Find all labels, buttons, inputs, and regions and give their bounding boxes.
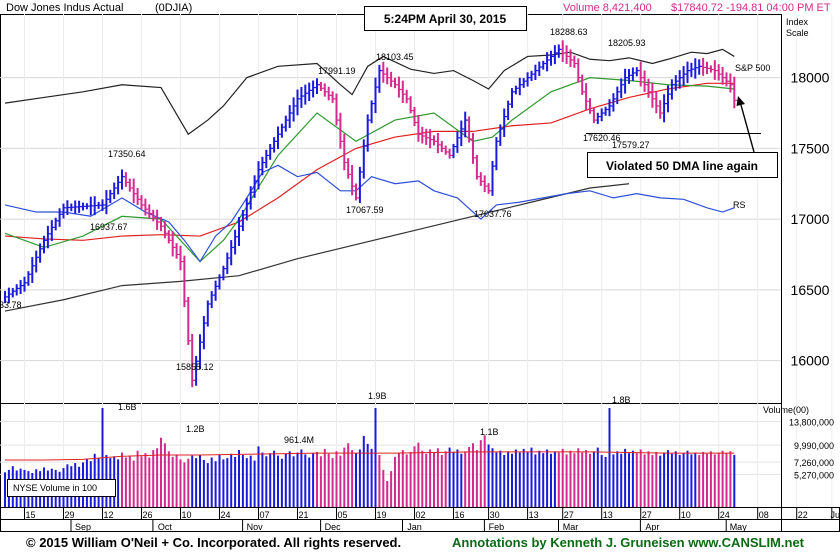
grid-lines bbox=[0, 14, 833, 507]
volume-annotation: 961.4M bbox=[284, 435, 314, 445]
month-label: Nov bbox=[247, 522, 264, 532]
rs-line bbox=[4, 164, 735, 263]
annotations-credit-link[interactable]: Annotations by Kenneth J. Gruneisen www.… bbox=[452, 535, 804, 550]
month-label: Feb bbox=[489, 522, 505, 532]
month-label: Jan bbox=[407, 522, 422, 532]
timestamp-box bbox=[364, 6, 527, 31]
volume-tick-label: 13,800,000 bbox=[789, 418, 834, 428]
price-annotation: 16937.67 bbox=[90, 222, 128, 232]
price-bars bbox=[4, 40, 738, 388]
moving-average-red-line bbox=[4, 82, 735, 241]
day-label: 27 bbox=[564, 510, 574, 520]
day-label: 16 bbox=[454, 510, 464, 520]
footer: © 2015 William O'Neil + Co. Incorporated… bbox=[0, 532, 840, 556]
day-label: 13 bbox=[603, 510, 613, 520]
volume-annotation: 1.9B bbox=[368, 391, 387, 401]
price-annotation: 17579.27 bbox=[612, 140, 650, 150]
month-label: Mar bbox=[563, 522, 579, 532]
stock-chart: 16000 16500 17000 17500 18000 5,270,000 7,260,… bbox=[0, 2, 840, 532]
price-annotation: 17350.64 bbox=[108, 149, 146, 159]
indicator-lines bbox=[4, 48, 735, 312]
copyright-text: © 2015 William O'Neil + Co. Incorporated… bbox=[26, 535, 402, 550]
day-label: 05 bbox=[337, 510, 347, 520]
index-scale-label-2: Scale bbox=[786, 28, 809, 38]
price-annotation: 17991.19 bbox=[318, 66, 356, 76]
price-annotation: 15855.12 bbox=[176, 362, 214, 372]
day-label: 12 bbox=[103, 510, 113, 520]
volume-axis-label: Volume(00) bbox=[763, 405, 809, 415]
price-annotation: 18288.63 bbox=[550, 27, 588, 37]
month-label: Sep bbox=[75, 522, 91, 532]
month-label: Dec bbox=[325, 522, 342, 532]
chart-symbol: (0DJIA) bbox=[155, 2, 192, 14]
day-label: 27 bbox=[642, 510, 652, 520]
day-label: 26 bbox=[142, 510, 152, 520]
day-label: 02 bbox=[415, 510, 425, 520]
volume-legend-text: NYSE Volume in 100 bbox=[13, 483, 97, 493]
chart-title: Dow Jones Indus Actual bbox=[6, 2, 123, 14]
month-label: Apr bbox=[645, 522, 659, 532]
axis-labels: 16000 16500 17000 17500 18000 5,270,000 7,260,… bbox=[0, 70, 840, 532]
day-label: 24 bbox=[220, 510, 230, 520]
volume-annotation: 1.2B bbox=[186, 424, 205, 434]
volume-annotation: 1.6B bbox=[118, 402, 137, 412]
sp500-line bbox=[4, 48, 735, 136]
price-annotation: 18205.93 bbox=[608, 38, 646, 48]
price-tick-label: 16500 bbox=[791, 282, 830, 298]
day-label: 15 bbox=[25, 510, 35, 520]
volume-tick-label: 7,260,000 bbox=[794, 458, 834, 468]
price-annotation: 17620.46 bbox=[583, 133, 621, 143]
price-tick-label: 17000 bbox=[791, 211, 830, 227]
price-readout: $17840.72 -194.81 04:00 PM ET bbox=[671, 2, 831, 14]
price-tick-label: 17500 bbox=[791, 140, 830, 156]
price-annotation: 18103.45 bbox=[376, 52, 414, 62]
volume-bars bbox=[4, 408, 736, 507]
day-label: 08 bbox=[759, 510, 769, 520]
index-scale-label-1: Index bbox=[786, 17, 809, 27]
timestamp-text: 5:24PM April 30, 2015 bbox=[384, 12, 507, 26]
rs-label: RS bbox=[733, 200, 746, 210]
month-label: Oct bbox=[158, 522, 173, 532]
price-annotation: 16333.78 bbox=[0, 300, 22, 310]
volume-tick-label: 9,990,000 bbox=[794, 441, 834, 451]
price-annotation: 17067.59 bbox=[346, 205, 384, 215]
price-tick-label: 18000 bbox=[791, 70, 830, 86]
volume-annotation: 1.1B bbox=[480, 427, 499, 437]
day-label: 24 bbox=[720, 510, 730, 520]
day-label: 19 bbox=[376, 510, 386, 520]
day-label: 21 bbox=[298, 510, 308, 520]
callout-text: Violated 50 DMA line again bbox=[606, 159, 758, 173]
callout-box bbox=[587, 152, 778, 178]
day-label: 07 bbox=[259, 510, 269, 520]
month-label: May bbox=[730, 522, 748, 532]
price-tick-label: 16000 bbox=[791, 353, 830, 369]
ma200-line bbox=[4, 183, 630, 312]
day-label: 10 bbox=[681, 510, 691, 520]
price-annotations: 16333.78 17350.64 16937.67 15855.12 17991.19… bbox=[0, 27, 770, 445]
day-label: 29 bbox=[64, 510, 74, 520]
sp500-label: S&P 500 bbox=[735, 63, 770, 73]
callout-arrow-line bbox=[740, 104, 755, 153]
callout-arrowhead bbox=[736, 96, 745, 106]
volume-average-line bbox=[5, 451, 735, 461]
volume-tick-label: 5,270,000 bbox=[794, 470, 834, 480]
volume-readout: Volume 8,421,400 bbox=[563, 2, 652, 14]
volume-annotation: 1.8B bbox=[612, 395, 631, 405]
day-label: 10 bbox=[181, 510, 191, 520]
volume-legend-box bbox=[7, 479, 116, 497]
day-label: 30 bbox=[490, 510, 500, 520]
day-label: 13 bbox=[529, 510, 539, 520]
day-label: 22 bbox=[798, 510, 808, 520]
day-label: Jun bbox=[831, 510, 840, 520]
ma50-line bbox=[4, 77, 735, 263]
price-annotation: 17037.76 bbox=[474, 209, 512, 219]
